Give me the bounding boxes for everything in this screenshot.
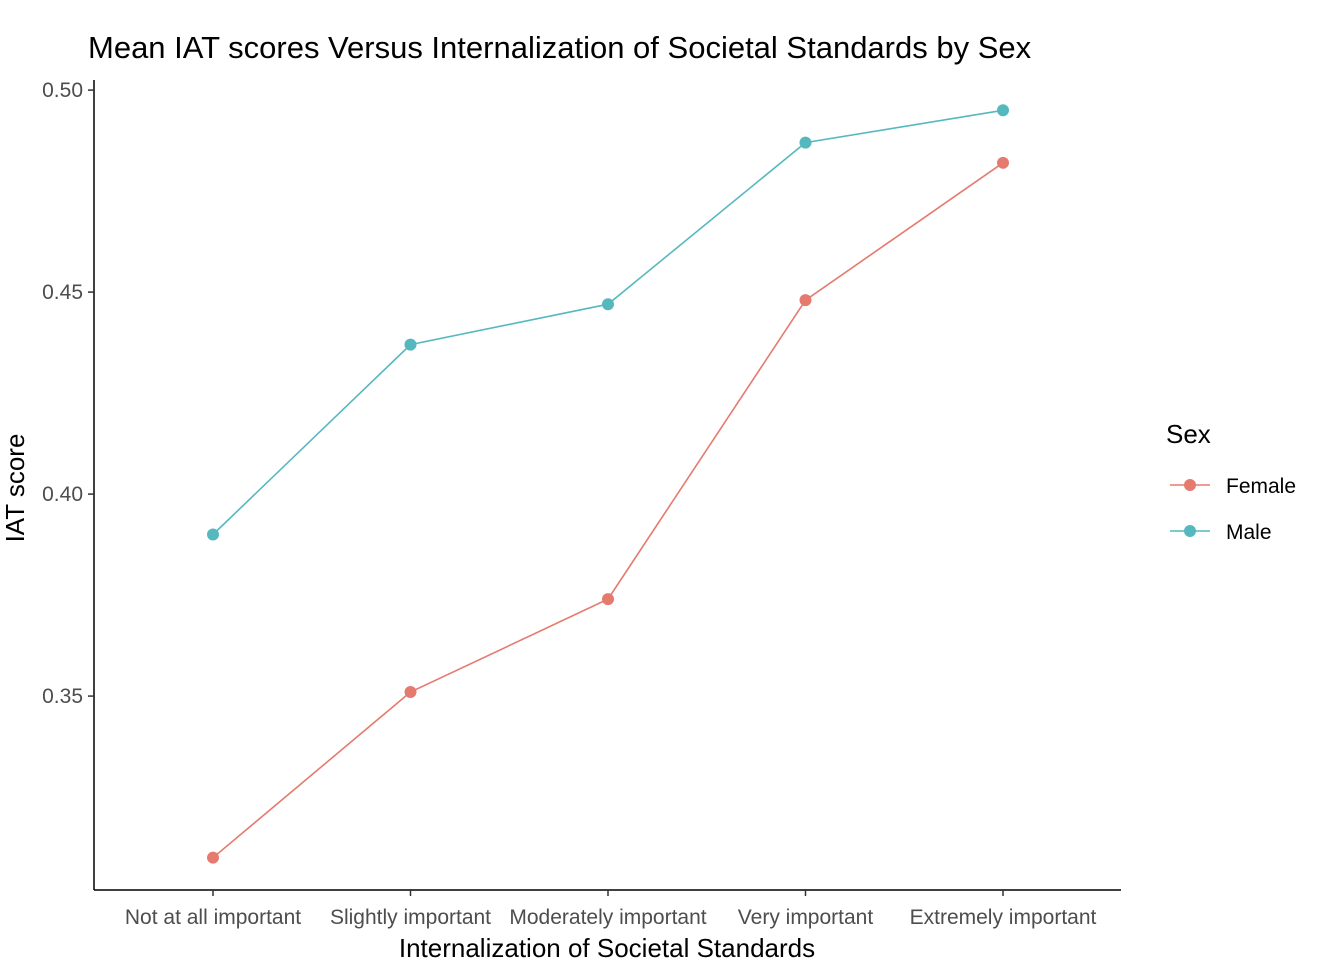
data-point-female	[404, 686, 417, 699]
y-tick-label: 0.40	[42, 483, 83, 506]
data-point-female	[997, 156, 1009, 169]
x-tick-label: Not at all important	[125, 906, 301, 929]
x-axis: Not at all important Slightly important Mo…	[94, 889, 1121, 929]
x-tick-label: Very important	[738, 906, 874, 929]
x-axis-title: Internalization of Societal Standards	[399, 933, 815, 963]
y-axis: 0.35 0.40 0.45 0.50	[42, 79, 95, 890]
series-female	[207, 156, 1009, 864]
series-line-male	[212, 109, 1004, 536]
y-tick-label: 0.50	[42, 79, 83, 102]
series-male	[207, 104, 1009, 541]
legend-key-point	[1184, 479, 1196, 491]
series-layer	[207, 104, 1009, 864]
data-point-male	[404, 338, 417, 351]
legend-item-male: Male	[1170, 521, 1272, 544]
series-line-female	[212, 162, 1004, 859]
data-point-female	[602, 593, 614, 606]
legend-item-female: Female	[1170, 475, 1296, 498]
data-point-male	[207, 528, 219, 541]
x-tick-label: Extremely important	[910, 906, 1097, 929]
x-tick-label: Slightly important	[330, 906, 491, 929]
y-axis-title: IAT score	[0, 434, 30, 543]
legend-title: Sex	[1166, 419, 1211, 449]
legend: Sex Female Male	[1166, 419, 1296, 544]
x-tick-label: Moderately important	[509, 906, 706, 929]
legend-items: Female Male	[1170, 475, 1296, 544]
data-point-male	[997, 104, 1009, 117]
data-point-male	[799, 136, 812, 149]
legend-label: Female	[1226, 475, 1296, 498]
legend-key-point	[1184, 525, 1196, 537]
y-tick-label: 0.45	[42, 281, 83, 304]
y-tick-label: 0.35	[42, 685, 83, 708]
data-point-female	[799, 294, 812, 307]
data-point-male	[602, 298, 614, 311]
data-point-female	[207, 851, 219, 864]
legend-label: Male	[1226, 521, 1272, 544]
chart-title: Mean IAT scores Versus Internalization o…	[88, 30, 1032, 65]
